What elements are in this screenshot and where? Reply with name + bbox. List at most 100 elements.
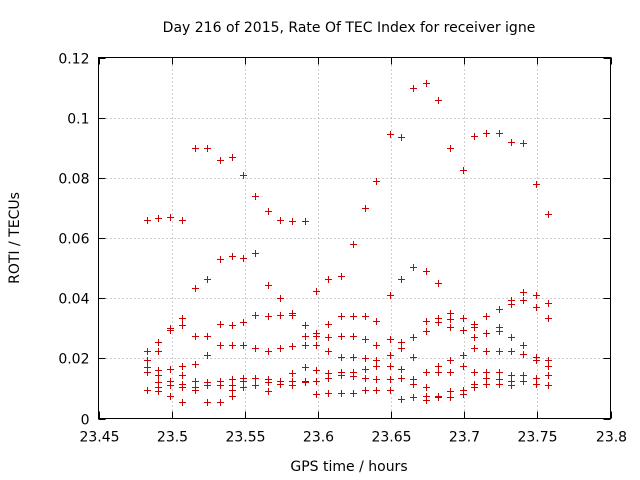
y-tick-label: 0.02 bbox=[58, 352, 89, 368]
y-tick-label: 0 bbox=[81, 413, 90, 429]
data-point bbox=[483, 130, 490, 137]
data-point bbox=[545, 363, 552, 370]
data-point bbox=[229, 387, 236, 394]
data-point bbox=[387, 363, 394, 370]
data-point bbox=[447, 316, 454, 323]
data-point bbox=[313, 378, 320, 385]
data-point bbox=[533, 304, 540, 311]
data-point bbox=[362, 375, 369, 382]
data-point bbox=[229, 154, 236, 161]
data-point bbox=[144, 348, 151, 355]
data-points bbox=[144, 80, 552, 406]
data-point bbox=[471, 133, 478, 140]
data-point bbox=[508, 334, 515, 341]
data-point bbox=[217, 256, 224, 263]
data-point bbox=[423, 328, 430, 335]
data-point bbox=[204, 333, 211, 340]
data-point bbox=[496, 369, 503, 376]
data-point bbox=[217, 157, 224, 164]
data-point bbox=[387, 352, 394, 359]
data-point bbox=[325, 334, 332, 341]
data-point bbox=[471, 334, 478, 341]
data-point bbox=[192, 333, 199, 340]
data-point bbox=[460, 315, 467, 322]
data-point bbox=[338, 354, 345, 361]
axis-ticks: 0 0.02 0.04 0.06 0.08 0.1 0.12 23.45 23.5 23.55 23… bbox=[58, 52, 627, 446]
x-tick-label: 23.8 bbox=[596, 430, 627, 446]
data-point bbox=[277, 295, 284, 302]
data-point bbox=[508, 301, 515, 308]
data-point bbox=[338, 273, 345, 280]
data-point bbox=[289, 370, 296, 377]
data-point bbox=[289, 343, 296, 350]
data-point bbox=[533, 357, 540, 364]
data-point bbox=[325, 375, 332, 382]
data-point bbox=[179, 217, 186, 224]
data-point bbox=[179, 372, 186, 379]
data-point bbox=[325, 276, 332, 283]
data-point bbox=[289, 382, 296, 389]
data-point bbox=[350, 313, 357, 320]
grid-lines bbox=[98, 57, 611, 419]
data-point bbox=[277, 381, 284, 388]
data-point bbox=[447, 369, 454, 376]
data-point bbox=[338, 390, 345, 397]
data-point bbox=[362, 336, 369, 343]
data-point bbox=[545, 382, 552, 389]
data-point bbox=[435, 280, 442, 287]
data-point bbox=[325, 321, 332, 328]
data-point bbox=[229, 376, 236, 383]
data-point bbox=[496, 130, 503, 137]
data-point bbox=[302, 333, 309, 340]
data-point bbox=[447, 324, 454, 331]
data-point bbox=[373, 357, 380, 364]
y-tick-label: 0.1 bbox=[67, 112, 89, 128]
data-point bbox=[533, 375, 540, 382]
data-point bbox=[350, 390, 357, 397]
y-tick-label: 0.04 bbox=[58, 292, 89, 308]
data-point bbox=[483, 313, 490, 320]
data-point bbox=[313, 288, 320, 295]
data-point bbox=[496, 306, 503, 313]
data-point bbox=[313, 391, 320, 398]
data-point bbox=[508, 372, 515, 379]
data-point bbox=[265, 282, 272, 289]
data-point bbox=[398, 134, 405, 141]
data-point bbox=[387, 336, 394, 343]
y-axis-label: ROTI / TECUs bbox=[7, 192, 23, 284]
data-point bbox=[483, 330, 490, 337]
data-point bbox=[313, 342, 320, 349]
y-tick-label: 0.06 bbox=[58, 232, 89, 248]
data-point bbox=[520, 351, 527, 358]
x-tick-label: 23.5 bbox=[157, 430, 188, 446]
data-point bbox=[373, 318, 380, 325]
data-point bbox=[155, 348, 162, 355]
data-point bbox=[410, 85, 417, 92]
data-point bbox=[229, 322, 236, 329]
data-point bbox=[460, 391, 467, 398]
data-point bbox=[520, 140, 527, 147]
data-point bbox=[302, 342, 309, 349]
data-point bbox=[362, 313, 369, 320]
data-point bbox=[229, 342, 236, 349]
data-point bbox=[179, 363, 186, 370]
data-point bbox=[350, 354, 357, 361]
data-point bbox=[144, 369, 151, 376]
data-point bbox=[508, 382, 515, 389]
data-point bbox=[373, 387, 380, 394]
data-point bbox=[265, 313, 272, 320]
data-point bbox=[252, 250, 259, 257]
data-point bbox=[192, 145, 199, 152]
data-point bbox=[471, 345, 478, 352]
data-point bbox=[362, 355, 369, 362]
data-point bbox=[398, 375, 405, 382]
data-point bbox=[387, 376, 394, 383]
data-point bbox=[423, 384, 430, 391]
data-point bbox=[520, 342, 527, 349]
data-point bbox=[398, 339, 405, 346]
data-point bbox=[155, 372, 162, 379]
data-point bbox=[447, 145, 454, 152]
data-point bbox=[520, 372, 527, 379]
data-point bbox=[338, 333, 345, 340]
